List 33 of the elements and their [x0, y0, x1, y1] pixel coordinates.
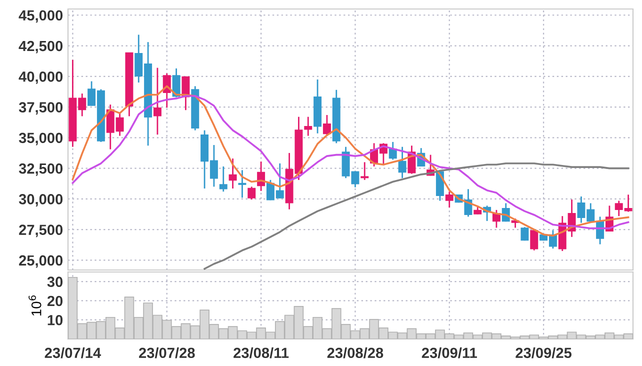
candlestick	[520, 226, 529, 242]
x-tick-label: 23/08/28	[327, 347, 384, 358]
x-tick-label: 23/07/14	[44, 347, 102, 358]
candlestick	[322, 114, 331, 137]
candlestick	[238, 169, 246, 198]
y-tick-label: 30,000	[18, 194, 63, 206]
candlestick	[219, 166, 228, 192]
y-tick-label: 37,500	[18, 102, 63, 115]
candlestick	[248, 186, 256, 200]
x-tick-label: 23/08/11	[234, 347, 289, 358]
candlestick	[153, 67, 162, 136]
y-tick-label: 32,500	[18, 163, 63, 176]
y-tick-label: 10	[48, 314, 63, 326]
y-axis-title: 10$^{6}$	[28, 295, 42, 316]
candlestick	[398, 146, 406, 179]
y-tick-label: 45,000	[18, 10, 63, 23]
candlestick	[530, 229, 538, 252]
candlestick	[172, 68, 180, 98]
y-tick-label: 40,000	[18, 71, 63, 84]
x-tick-label: 23/09/11	[422, 347, 477, 358]
candlestick	[228, 158, 237, 190]
y-tick-label: 25,000	[19, 255, 63, 268]
y-tick-label: 30	[47, 276, 63, 288]
candlestick	[445, 190, 454, 208]
candlestick	[360, 161, 369, 181]
y-tick-label: 35,000	[18, 132, 63, 146]
x-tick-label: 23/09/25	[516, 347, 572, 358]
candlestick	[388, 141, 397, 160]
y-tick-label: 42,500	[18, 40, 63, 54]
line-series	[204, 162, 630, 270]
y-tick-label: 20	[47, 296, 63, 306]
x-tick-label: 23/07/28	[139, 347, 195, 358]
y-tick-label: 27,500	[19, 224, 63, 238]
